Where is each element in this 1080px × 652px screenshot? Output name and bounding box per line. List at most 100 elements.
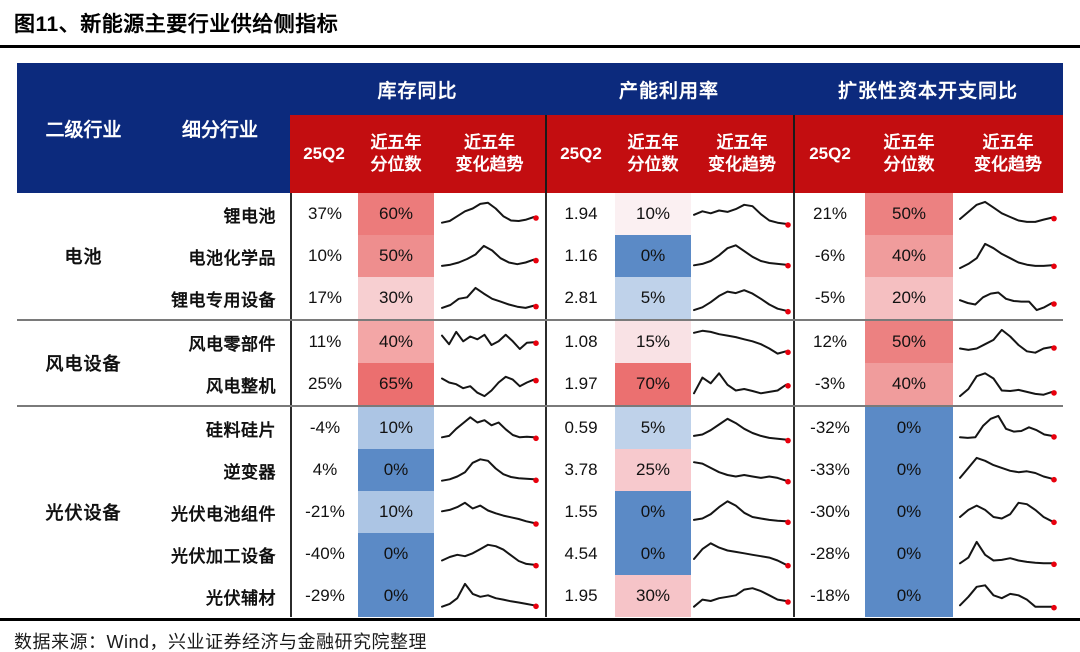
capacity-q2-value: 1.55 <box>545 491 615 533</box>
capacity-q2-value: 0.59 <box>545 407 615 449</box>
inventory-percentile-value: 40% <box>358 321 434 363</box>
latest-point-dot <box>1051 390 1057 396</box>
capex-q2-value: -5% <box>793 277 865 319</box>
latest-point-dot <box>532 521 539 527</box>
inventory-q2-value: -21% <box>290 491 358 533</box>
inventory-percentile-value: 50% <box>358 235 434 277</box>
inventory-trend-cell <box>434 277 545 319</box>
capacity-q2-value: 1.94 <box>545 193 615 235</box>
latest-point-dot <box>785 349 791 356</box>
capacity-q2-value: 1.95 <box>545 575 615 617</box>
inventory-q2-value: -40% <box>290 533 358 575</box>
inventory-q2-value: 37% <box>290 193 358 235</box>
trend-sparkline <box>693 244 791 269</box>
inventory-trend-cell <box>434 491 545 533</box>
trend-sparkline <box>440 416 539 442</box>
latest-point-dot <box>785 478 791 485</box>
capex-percentile-value: 0% <box>865 407 953 449</box>
capex-q2-value: -32% <box>793 407 865 449</box>
title-rule <box>0 45 1080 48</box>
inventory-percentile-value: 60% <box>358 193 434 235</box>
trend-sparkline <box>440 201 539 224</box>
capex-q2-value: -6% <box>793 235 865 277</box>
industry-label: 锂电专用设备 <box>171 290 276 310</box>
capex-percentile-value: 50% <box>865 193 953 235</box>
inventory-percentile-value: 65% <box>358 363 434 405</box>
capacity-percentile-value: 0% <box>615 533 691 575</box>
capex-trend-cell <box>953 407 1063 449</box>
capacity-q2-value: 3.78 <box>545 449 615 491</box>
sector-block: 光伏设备 硅料硅片 -4% 10% 0.59 5% -32% 0% 逆变器 4% 0% 3.78 25%… <box>17 405 1063 617</box>
capacity-percentile-value: 70% <box>615 363 691 405</box>
capex-trend-cell <box>953 193 1063 235</box>
inventory-q2-value: 17% <box>290 277 358 319</box>
industry-label: 光伏电池组件 <box>171 504 276 524</box>
latest-point-dot <box>1051 263 1057 270</box>
table-body: 电池 锂电池 37% 60% 1.94 10% 21% 50% 电池化学品 10% 50% 1.16 0… <box>17 193 1063 617</box>
subheader-q2: 25Q2 <box>545 115 615 193</box>
capacity-trend-cell <box>691 407 793 449</box>
latest-point-dot <box>532 340 539 346</box>
industry-label: 电池化学品 <box>188 248 276 268</box>
subheader-q2: 25Q2 <box>290 115 358 193</box>
industry-label: 锂电池 <box>223 206 276 226</box>
inventory-trend-cell <box>434 193 545 235</box>
latest-point-dot <box>785 262 791 269</box>
capex-q2-value: -18% <box>793 575 865 617</box>
trend-sparkline <box>693 587 791 608</box>
industry-label: 风电整机 <box>206 376 276 396</box>
inventory-trend-cell <box>434 575 545 617</box>
capex-percentile-value: 40% <box>865 363 953 405</box>
capacity-percentile-value: 5% <box>615 407 691 449</box>
capex-trend-cell <box>953 575 1063 617</box>
trend-sparkline <box>440 543 539 569</box>
latest-point-dot <box>532 257 539 264</box>
latest-point-dot <box>1051 345 1057 351</box>
capacity-q2-value: 1.08 <box>545 321 615 363</box>
trend-sparkline <box>440 244 539 267</box>
inventory-trend-cell <box>434 449 545 491</box>
latest-point-dot <box>532 303 539 310</box>
latest-point-dot <box>785 599 791 605</box>
capacity-trend-cell <box>691 235 793 277</box>
subheader-percentile: 近五年 分位数 <box>865 115 953 193</box>
header-group-capex: 扩张性资本开支同比 <box>837 80 1018 102</box>
sector-label: 光伏设备 <box>45 503 122 523</box>
inventory-percentile-value: 0% <box>358 575 434 617</box>
trend-sparkline <box>959 372 1057 398</box>
capacity-trend-cell <box>691 491 793 533</box>
subheader-trend: 近五年 变化趋势 <box>434 115 545 193</box>
trend-sparkline <box>440 286 539 310</box>
latest-point-dot <box>1051 434 1057 440</box>
sector-block: 风电设备 风电零部件 11% 40% 1.08 15% 12% 50% 风电整机 25% 65% 1.… <box>17 319 1063 405</box>
latest-point-dot <box>1051 561 1057 568</box>
trend-sparkline <box>440 582 539 610</box>
trend-sparkline <box>959 540 1057 568</box>
trend-sparkline <box>693 500 791 526</box>
trend-sparkline <box>959 291 1057 312</box>
capex-percentile-value: 20% <box>865 277 953 319</box>
capacity-percentile-value: 25% <box>615 449 691 491</box>
capacity-q2-value: 2.81 <box>545 277 615 319</box>
capex-trend-cell <box>953 533 1063 575</box>
trend-sparkline <box>693 542 791 569</box>
capex-trend-cell <box>953 277 1063 319</box>
capex-q2-value: 12% <box>793 321 865 363</box>
industry-label: 逆变器 <box>223 462 276 482</box>
capex-percentile-value: 0% <box>865 533 953 575</box>
inventory-q2-value: -4% <box>290 407 358 449</box>
table-bottom-rule <box>0 618 1080 621</box>
latest-point-dot <box>785 222 791 228</box>
capex-percentile-value: 40% <box>865 235 953 277</box>
trend-sparkline <box>693 329 791 356</box>
capex-percentile-value: 0% <box>865 491 953 533</box>
latest-point-dot <box>1051 476 1057 483</box>
capacity-q2-value: 4.54 <box>545 533 615 575</box>
header-sector: 二级行业 <box>45 119 122 141</box>
trend-sparkline <box>693 289 791 315</box>
capacity-percentile-value: 0% <box>615 235 691 277</box>
capacity-trend-cell <box>691 533 793 575</box>
trend-sparkline <box>440 501 539 527</box>
subheader-trend: 近五年 变化趋势 <box>691 115 793 193</box>
